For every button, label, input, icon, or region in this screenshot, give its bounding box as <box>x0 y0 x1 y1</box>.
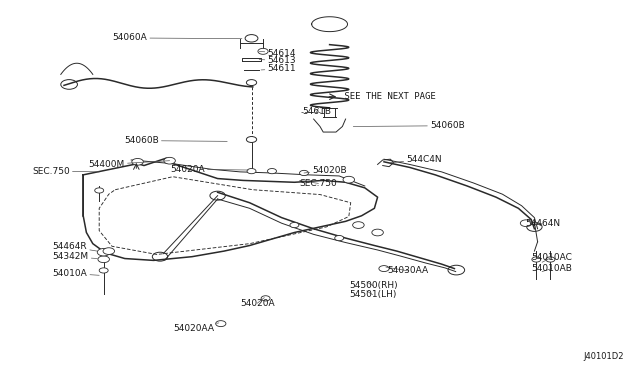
Text: 54020A: 54020A <box>170 165 248 174</box>
Circle shape <box>95 188 104 193</box>
Text: J40101D2: J40101D2 <box>584 352 624 361</box>
Text: 54613: 54613 <box>259 56 296 65</box>
Circle shape <box>261 296 270 301</box>
Circle shape <box>132 158 143 165</box>
Text: 54020AA: 54020AA <box>173 323 219 333</box>
Circle shape <box>335 235 344 241</box>
Circle shape <box>300 170 308 176</box>
Circle shape <box>353 222 364 228</box>
Circle shape <box>164 157 175 164</box>
Text: 54464R: 54464R <box>52 242 97 251</box>
Circle shape <box>247 169 256 174</box>
Text: 54500(RH): 54500(RH) <box>349 281 397 290</box>
Circle shape <box>258 48 268 54</box>
Circle shape <box>246 137 257 142</box>
Circle shape <box>216 321 226 327</box>
Circle shape <box>343 176 355 183</box>
Text: 54400M: 54400M <box>88 160 170 169</box>
Text: SEE THE NEXT PAGE: SEE THE NEXT PAGE <box>339 92 436 101</box>
Circle shape <box>520 220 532 227</box>
Text: 54614: 54614 <box>259 49 296 58</box>
Circle shape <box>372 229 383 236</box>
Circle shape <box>268 169 276 174</box>
Text: 54060B: 54060B <box>124 136 227 145</box>
Text: 544C4N: 544C4N <box>389 155 442 164</box>
Text: 54010AB: 54010AB <box>531 264 572 273</box>
Circle shape <box>379 266 389 272</box>
Circle shape <box>103 248 115 254</box>
Text: 54020A: 54020A <box>240 298 275 308</box>
Circle shape <box>290 222 299 228</box>
Text: 54010AC: 54010AC <box>531 253 572 262</box>
Text: 54611: 54611 <box>261 64 296 73</box>
Text: SEC.750: SEC.750 <box>32 167 99 176</box>
Circle shape <box>246 80 257 86</box>
Circle shape <box>546 257 555 262</box>
Circle shape <box>532 257 541 262</box>
Text: 5461B: 5461B <box>302 107 331 116</box>
Text: 54060A: 54060A <box>113 33 242 42</box>
Text: 54060B: 54060B <box>353 121 465 130</box>
Text: 54342M: 54342M <box>52 252 97 261</box>
Text: SEC.750: SEC.750 <box>300 179 337 188</box>
Circle shape <box>99 268 108 273</box>
Circle shape <box>97 248 110 256</box>
Text: 54501(LH): 54501(LH) <box>349 290 396 299</box>
Text: 54010A: 54010A <box>52 269 99 278</box>
Text: 54030AA: 54030AA <box>386 266 428 275</box>
Text: 54020B: 54020B <box>304 166 347 174</box>
Text: 54464N: 54464N <box>525 219 560 228</box>
Circle shape <box>98 256 109 263</box>
